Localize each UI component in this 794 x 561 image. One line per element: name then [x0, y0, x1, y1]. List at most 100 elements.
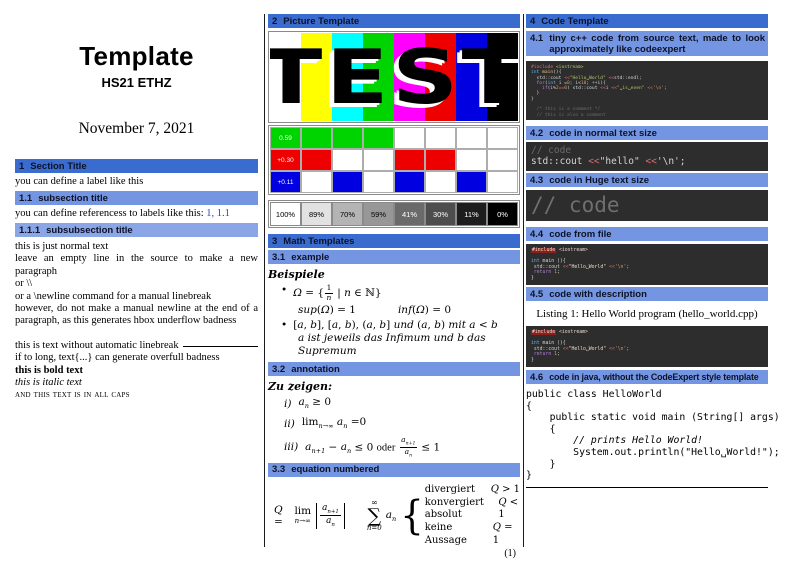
math-q: Q = — [274, 503, 283, 528]
section-title: annotation — [291, 363, 340, 375]
example-item-2-note: a ist jeweils das Infimum und b das Supr… — [298, 332, 486, 358]
annotation-item: i) an ≥ 0 — [284, 396, 520, 414]
code-token: ; i< — [569, 80, 581, 86]
code-line: } — [531, 91, 763, 96]
component-cell — [425, 149, 456, 171]
code-token: 1 — [554, 352, 557, 357]
component-cell — [363, 149, 394, 171]
section-header-4-2: 4.2 code in normal text size — [526, 126, 768, 140]
color-bar — [425, 33, 456, 121]
code-token: << — [562, 264, 569, 270]
section-number: 4.2 — [530, 127, 544, 139]
component-cell — [301, 171, 332, 193]
code-token: << — [600, 86, 606, 92]
code-token: #include — [531, 248, 557, 253]
color-bar — [394, 33, 425, 121]
math-expression: sup(Ω) = 1 — [298, 304, 356, 317]
code-token: 0 — [564, 86, 568, 92]
section-title: tiny c++ code from source text, made to … — [549, 32, 765, 55]
abs-fraction: an+1 an — [316, 502, 345, 529]
code-line: // this is also a comment — [531, 113, 763, 118]
code-line: int main (){ — [531, 341, 763, 347]
code-line: std::cout <<"Hello␣World" <<std::endl; — [531, 76, 763, 81]
grayscale-cell: 70% — [332, 202, 363, 226]
code-token: int — [547, 80, 556, 86]
component-grid-figure: 0.59 +0.30 +0.11 — [268, 125, 520, 195]
section-number: 1.1 — [19, 192, 33, 204]
code-token: std::endl; — [614, 75, 642, 81]
code-line: public static void main (String[] args) — [526, 412, 780, 424]
section-number: 4.6 — [530, 371, 544, 383]
color-bar — [363, 33, 394, 121]
code-token: "hello" — [599, 155, 640, 167]
code-token: << — [611, 86, 617, 92]
annotation-list: i) an ≥ 0 ii) limn→∞ an =0 iii) an+1 − an ≤ 0… — [268, 396, 520, 459]
case-condition-math: Q > 1 — [490, 483, 520, 495]
section-number: 4.1 — [530, 32, 544, 44]
code-token: (i% — [547, 86, 556, 92]
code-token: "Hello␣World" — [568, 264, 607, 270]
code-token: #include — [531, 65, 556, 70]
component-cell — [301, 127, 332, 149]
code-token: ( — [544, 80, 548, 86]
code-token: return — [531, 270, 555, 275]
code-line: #include <iostream> — [531, 330, 763, 336]
component-cell — [487, 127, 518, 149]
code-token: } — [531, 91, 540, 97]
color-bar — [270, 33, 301, 121]
code-line: } — [526, 470, 532, 482]
code-line: } — [531, 358, 763, 364]
component-grid: 0.59 +0.30 +0.11 — [270, 127, 518, 193]
code-token: << — [647, 86, 653, 92]
annotation-item: iii) an+1 − an ≤ 0 oder an+1 an ≤ 1 — [284, 435, 520, 459]
code-line: return 1; — [531, 352, 763, 358]
code-line: std::cout <<"Hello␣World" <<'\n'; — [531, 347, 763, 353]
section-header-3-3: 3.3 equation numbered — [268, 462, 520, 477]
section-number: 4.4 — [530, 228, 544, 240]
component-cell — [394, 127, 425, 149]
annotation-roman-numeral: ii) — [284, 417, 295, 430]
section-header-2: 2 Picture Template — [268, 14, 520, 28]
annotation-math: limn→∞ an =0 — [301, 415, 367, 430]
section-header-4-5: 4.5 code with description — [526, 287, 768, 301]
example-item-1: • Ω = {1 n | n ∈ ℕ} — [281, 283, 520, 302]
component-cell — [363, 127, 394, 149]
section-title: Code Template — [541, 15, 609, 27]
limit: lim n→∞ — [294, 506, 311, 525]
sequence-term: an — [385, 508, 397, 523]
reference-links[interactable]: 1, 1.1 — [206, 208, 230, 219]
paragraph-line: or a \newline command for a manual lineb… — [15, 290, 212, 302]
section-number: 2 — [272, 15, 278, 27]
component-cell — [394, 171, 425, 193]
fraction: an+1 an — [320, 503, 341, 529]
code-token: if — [531, 86, 548, 92]
code-token: << — [609, 346, 615, 352]
cases-brace: { — [400, 492, 424, 539]
paragraph-line: leave an empty line in the source to mak… — [15, 253, 258, 277]
grayscale-cell: 41% — [394, 202, 425, 226]
component-cell — [363, 171, 394, 193]
section-header-3: 3 Math Templates — [268, 234, 520, 248]
section-title: Section Title — [30, 160, 87, 172]
section-number: 3.1 — [272, 251, 286, 263]
section-header-3-1: 3.1 example — [268, 250, 520, 264]
code-token: std::cout — [531, 155, 589, 167]
case-condition-text: divergiert — [424, 483, 475, 495]
section-title: Math Templates — [283, 235, 355, 247]
grayscale-cell: 89% — [301, 202, 332, 226]
code-token: } — [531, 96, 534, 102]
code-token: } — [531, 357, 534, 363]
component-cell — [332, 127, 363, 149]
section-title: Picture Template — [283, 15, 360, 27]
code-token: "Hello␣World" — [568, 346, 607, 352]
code-token: << — [645, 155, 657, 167]
case-condition-math: Q < 1 — [498, 496, 519, 521]
code-token: "␣is␣even" — [616, 86, 645, 92]
section-header-4: 4 Code Template — [526, 14, 768, 28]
code-line: // prints Hello World! — [526, 435, 703, 447]
code-token: main — [542, 70, 554, 76]
sup-inf-line: sup(Ω) = 1 inf(Ω) = 0 — [298, 304, 520, 316]
code-token: <iostream> — [559, 248, 588, 253]
document-date: November 7, 2021 — [78, 120, 195, 137]
code-line: System.out.println("Hello␣World!"); — [526, 446, 780, 458]
